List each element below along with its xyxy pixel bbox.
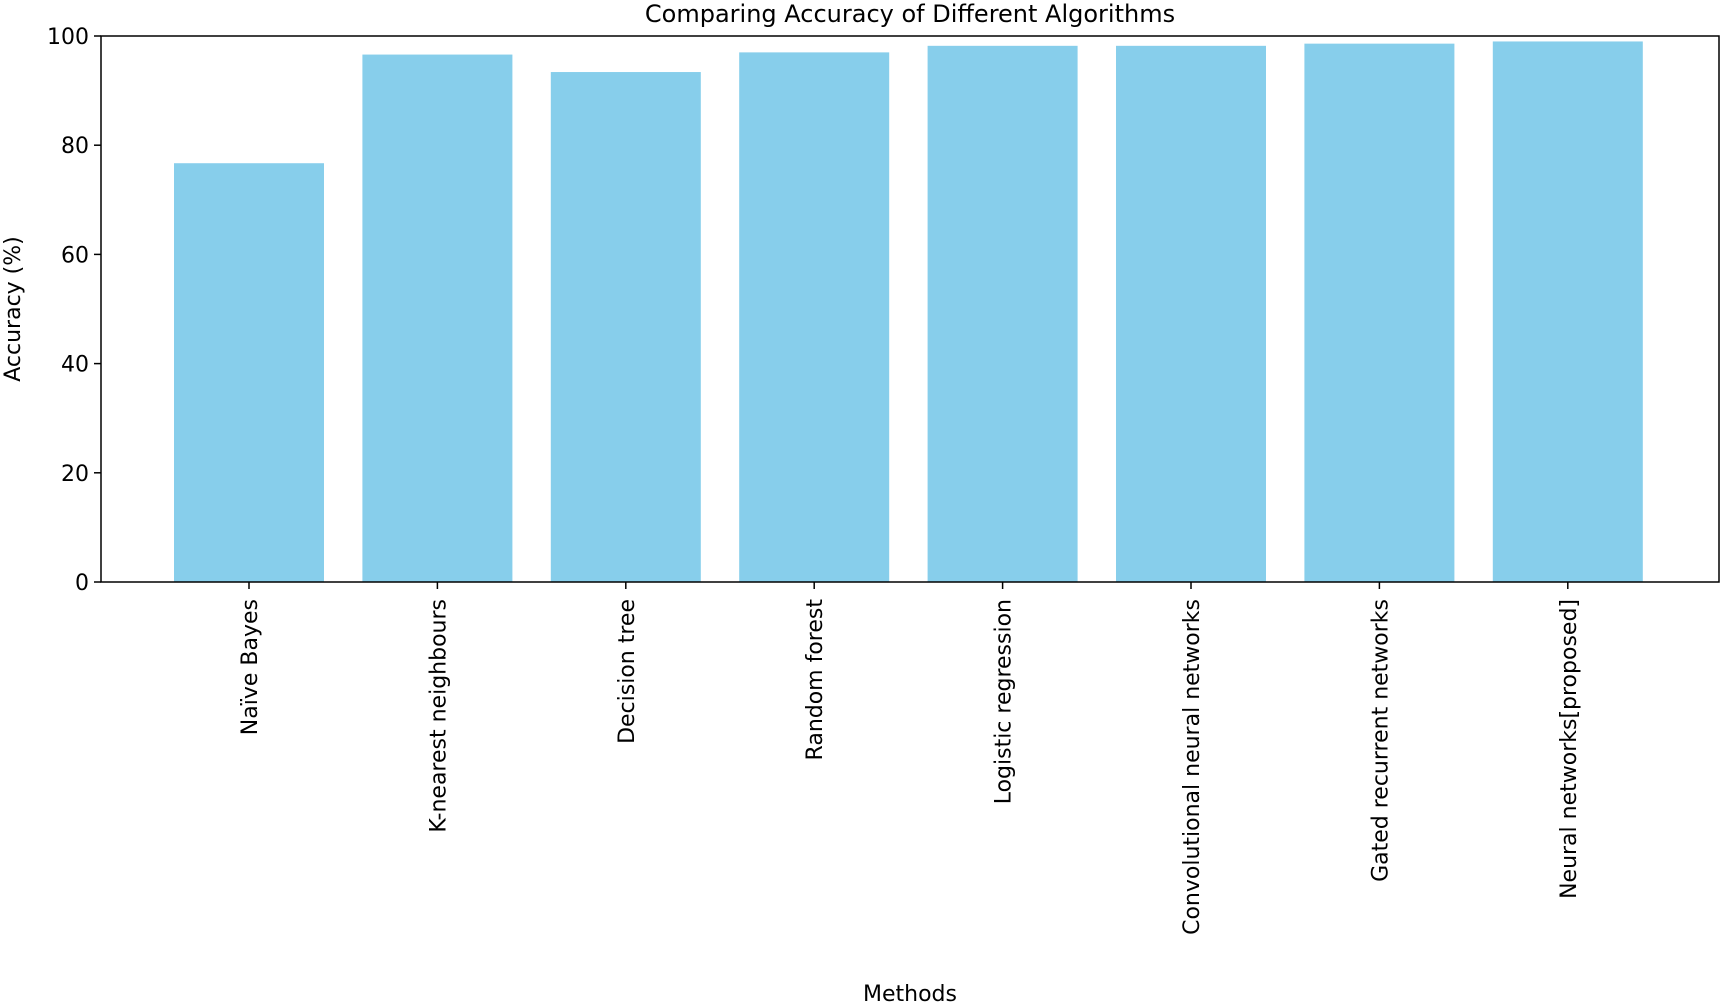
bar-6 (1304, 43, 1455, 583)
y-tick-label: 80 (61, 134, 89, 159)
y-tick-label: 40 (61, 353, 89, 378)
plot-frame (100, 35, 1720, 583)
x-tick-label: Random forest (803, 599, 828, 761)
bar-2 (550, 72, 701, 582)
bar-7 (1492, 41, 1643, 582)
y-tick-label: 0 (75, 571, 89, 596)
x-tick-label: Gated recurrent networks (1368, 599, 1393, 882)
bar-1 (362, 54, 513, 582)
x-tick-label: Naïve Bayes (238, 599, 263, 735)
x-tick-label: K-nearest neighbours (426, 599, 451, 833)
x-tick-label: Convolutional neural networks (1180, 599, 1205, 935)
x-axis-label: Methods (863, 982, 957, 1004)
y-tick-label: 60 (61, 243, 89, 268)
chart-title: Comparing Accuracy of Different Algorith… (645, 0, 1175, 28)
y-tick-label: 20 (61, 462, 89, 487)
x-tick-label: Logistic regression (992, 599, 1017, 804)
bar-3 (739, 52, 890, 582)
x-tick-label: Neural networks[proposed] (1557, 599, 1582, 899)
bar-5 (1116, 45, 1266, 582)
bar-0 (174, 163, 324, 582)
x-tick-label: Decision tree (615, 599, 640, 744)
y-axis-label: Accuracy (%) (1, 236, 26, 382)
bar-4 (927, 45, 1078, 582)
y-tick-label: 100 (47, 25, 89, 50)
